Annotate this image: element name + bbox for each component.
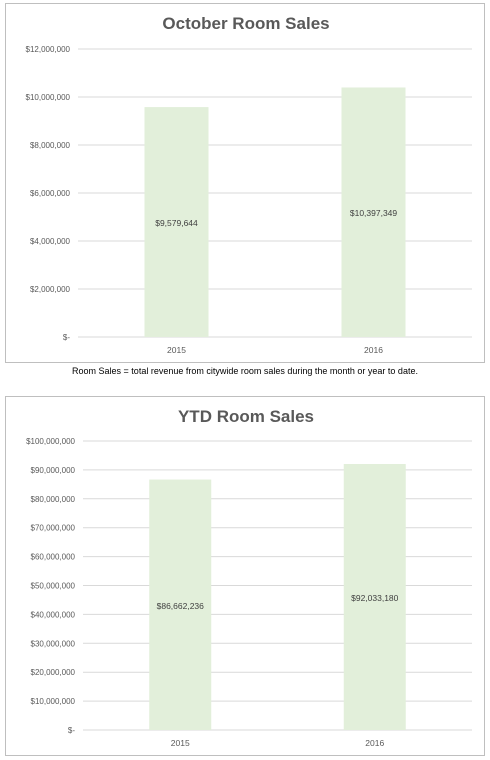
ytd-y-tick-label: $- [68,726,75,735]
october-room-sales-chart: October Room Sales $- $2,000,000 $4,000,000… [5,3,485,363]
ytd-y-tick-label: $50,000,000 [31,582,76,591]
october-x-tick-label: 2015 [167,345,186,355]
ytd-bar-2016 [343,464,406,730]
october-data-label-2016: $10,397,349 [350,208,398,218]
ytd-y-tick-label: $20,000,000 [31,668,76,677]
ytd-data-label-2015: $86,662,236 [157,601,205,611]
ytd-room-sales-chart: YTD Room Sales $- $10,000,000 $20,000,000 $3… [5,396,485,756]
ytd-y-tick-label: $40,000,000 [31,610,76,619]
october-y-tick-label: $12,000,000 [26,45,71,54]
october-y-tick-label: $4,000,000 [30,237,71,246]
october-chart-svg: October Room Sales $- $2,000,000 $4,000,000… [26,14,472,355]
october-data-label-2015: $9,579,644 [155,218,198,228]
october-chart-title: October Room Sales [162,14,329,33]
ytd-bar-2015 [149,479,212,730]
ytd-y-tick-label: $80,000,000 [31,495,76,504]
ytd-y-tick-label: $100,000,000 [26,437,75,446]
october-y-tick-label: $10,000,000 [26,93,71,102]
october-y-tick-label: $- [63,333,70,342]
ytd-x-tick-label: 2015 [171,738,190,748]
room-sales-definition-note: Room Sales = total revenue from citywide… [72,366,418,376]
ytd-y-tick-label: $10,000,000 [31,697,76,706]
ytd-y-tick-label: $70,000,000 [31,524,76,533]
ytd-x-tick-label: 2016 [365,738,384,748]
ytd-data-label-2016: $92,033,180 [351,593,399,603]
ytd-y-tick-label: $90,000,000 [31,466,76,475]
october-y-tick-label: $2,000,000 [30,285,71,294]
october-x-tick-label: 2016 [364,345,383,355]
ytd-chart-title: YTD Room Sales [178,407,314,426]
ytd-y-tick-label: $30,000,000 [31,639,76,648]
ytd-chart-svg: YTD Room Sales $- $10,000,000 $20,000,000 $3… [26,407,472,748]
october-bar-2016 [341,87,406,337]
october-y-tick-label: $8,000,000 [30,141,71,150]
ytd-y-tick-label: $60,000,000 [31,553,76,562]
october-y-tick-label: $6,000,000 [30,189,71,198]
october-bar-2015 [144,107,209,337]
